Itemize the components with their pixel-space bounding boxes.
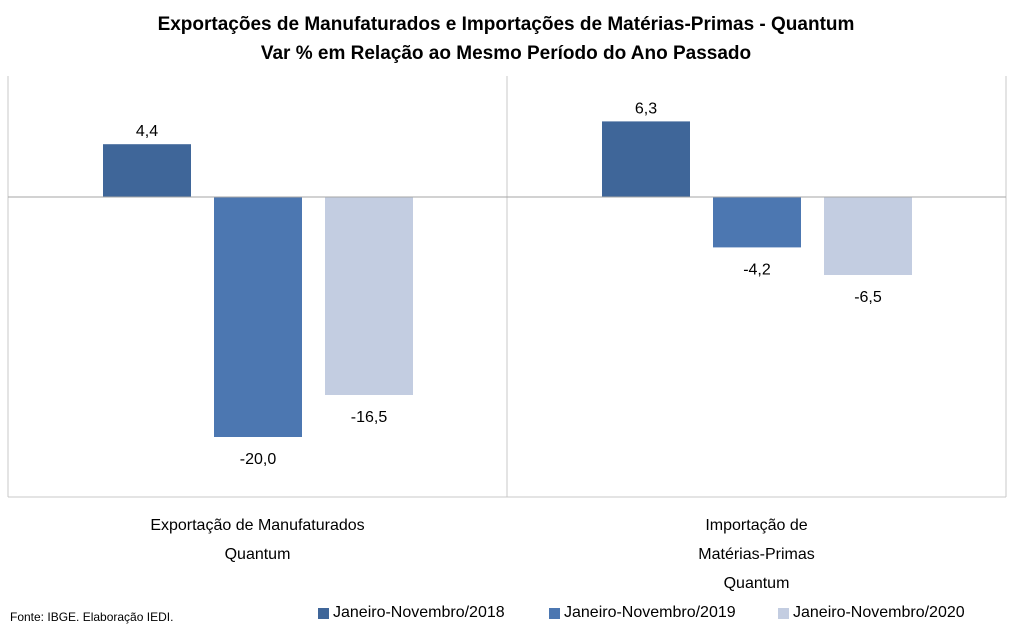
- legend-label: Janeiro-Novembro/2018: [333, 604, 505, 621]
- data-label: 6,3: [635, 100, 657, 117]
- legend-swatch: [778, 607, 789, 619]
- chart-title-line: Exportações de Manufaturados e Importaçõ…: [157, 14, 855, 35]
- category-label-line: Importação de: [705, 517, 808, 534]
- legend-item: Janeiro-Novembro/2020: [778, 601, 965, 625]
- category-label: Exportação de Manufaturados Quantum: [108, 511, 408, 569]
- bar: [602, 121, 690, 197]
- bar: [713, 197, 801, 248]
- category-label: Importação de Matérias-Primas Quantum: [607, 511, 907, 598]
- data-label: 4,4: [136, 123, 158, 140]
- chart-subtitle-line: Var % em Relação ao Mesmo Período do Ano…: [260, 43, 752, 64]
- data-label: -6,5: [854, 289, 882, 306]
- bar-chart: 4,4 -20,0 -16,5 6,3 -4,2 -6,5: [7, 76, 1007, 498]
- category-label-line: Quantum: [224, 546, 291, 563]
- legend: Janeiro-Novembro/2018 Janeiro-Novembro/20…: [0, 601, 1012, 625]
- legend-label: Janeiro-Novembro/2019: [564, 604, 736, 621]
- category-label-line: Quantum: [723, 575, 790, 592]
- data-label: -20,0: [240, 451, 277, 468]
- bar: [824, 197, 912, 275]
- bar: [325, 197, 413, 395]
- data-label: -4,2: [743, 261, 771, 278]
- category-label-line: Matérias-Primas: [698, 546, 815, 563]
- chart-title: Exportações de Manufaturados e Importaçõ…: [0, 10, 1012, 68]
- legend-item: Janeiro-Novembro/2018: [318, 601, 505, 625]
- legend-swatch: [318, 607, 329, 619]
- legend-swatch: [549, 607, 560, 619]
- bar: [214, 197, 302, 437]
- source-note: Fonte: IBGE. Elaboração IEDI.: [10, 610, 174, 624]
- bar: [103, 144, 191, 197]
- data-label: -16,5: [351, 409, 388, 426]
- legend-item: Janeiro-Novembro/2019: [549, 601, 736, 625]
- legend-label: Janeiro-Novembro/2020: [793, 604, 965, 621]
- category-label-line: Exportação de Manufaturados: [150, 517, 365, 534]
